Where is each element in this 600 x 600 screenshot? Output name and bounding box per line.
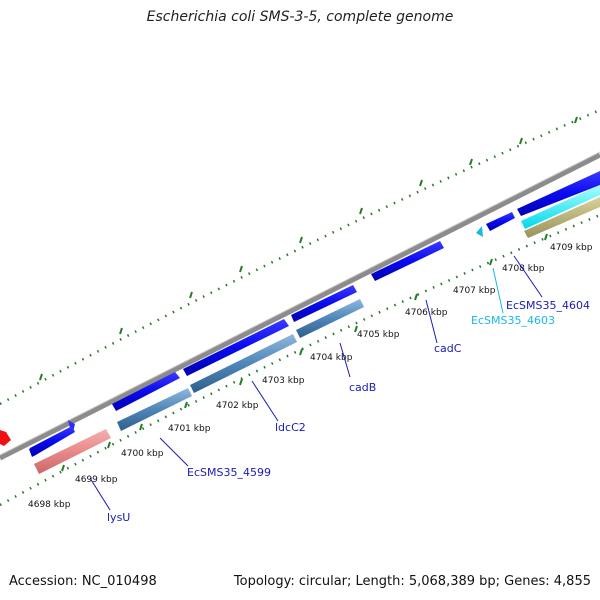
cds-arrow-cadB[interactable] xyxy=(291,285,357,322)
tick-4701: 4701 kbp xyxy=(168,424,211,434)
genome-summary-text: Topology: circular; Length: 5,068,389 bp… xyxy=(233,574,591,589)
scale-ticks: 4698 kbp 4699 kbp 4700 kbp 4701 kbp 4702… xyxy=(28,243,593,510)
outer-gc-track xyxy=(0,108,600,406)
cds-arrow-right[interactable] xyxy=(517,171,600,216)
gene-track xyxy=(34,185,600,474)
tick-4700: 4700 kbp xyxy=(121,449,164,459)
tick-4699: 4699 kbp xyxy=(75,475,118,485)
tick-4698: 4698 kbp xyxy=(28,500,71,510)
tick-4707: 4707 kbp xyxy=(453,286,496,296)
label-leaders xyxy=(89,255,543,511)
small-cyan-arrow[interactable] xyxy=(476,226,483,237)
tick-4705: 4705 kbp xyxy=(357,330,400,340)
red-feature-marker[interactable] xyxy=(0,430,11,446)
tick-4702: 4702 kbp xyxy=(216,401,259,411)
cds-arrow-lysU-body[interactable] xyxy=(30,426,75,456)
map-title: Escherichia coli SMS-3-5, complete genom… xyxy=(146,9,454,25)
tick-4703: 4703 kbp xyxy=(262,376,305,386)
gene-labels: lysU EcSMS35_4599 ldcC2 cadB cadC EcSMS3… xyxy=(107,299,590,524)
gene-bar-4599[interactable] xyxy=(117,388,192,431)
gene-label-cadC: cadC xyxy=(434,342,462,355)
gene-bar-olive[interactable] xyxy=(524,197,600,238)
gene-label-EcSMS35_4604: EcSMS35_4604 xyxy=(506,299,590,312)
accession-text: Accession: NC_010498 xyxy=(9,574,157,589)
gene-label-ldcC2: ldcC2 xyxy=(275,421,306,434)
cds-arrow-ldcC2[interactable] xyxy=(183,319,289,376)
tick-4706: 4706 kbp xyxy=(405,308,448,318)
gene-label-lysU: lysU xyxy=(107,511,130,524)
gene-bar-lysU[interactable] xyxy=(34,429,111,474)
gene-label-EcSMS35_4599: EcSMS35_4599 xyxy=(187,466,271,479)
gene-bar-cadB[interactable] xyxy=(296,299,364,338)
gene-bar-ldcC2[interactable] xyxy=(190,334,297,393)
gene-label-EcSMS35_4603: EcSMS35_4603 xyxy=(471,314,555,327)
gene-bar-cyan[interactable] xyxy=(521,185,600,229)
cds-arrow-cadC[interactable] xyxy=(371,241,444,281)
cds-track xyxy=(29,171,600,457)
cds-arrow-4599[interactable] xyxy=(112,372,180,411)
inner-gc-track xyxy=(0,213,600,507)
gene-label-cadB: cadB xyxy=(349,381,376,394)
cds-arrow-4604[interactable] xyxy=(486,212,515,231)
tick-4709: 4709 kbp xyxy=(550,243,593,253)
tick-4704: 4704 kbp xyxy=(310,353,353,363)
